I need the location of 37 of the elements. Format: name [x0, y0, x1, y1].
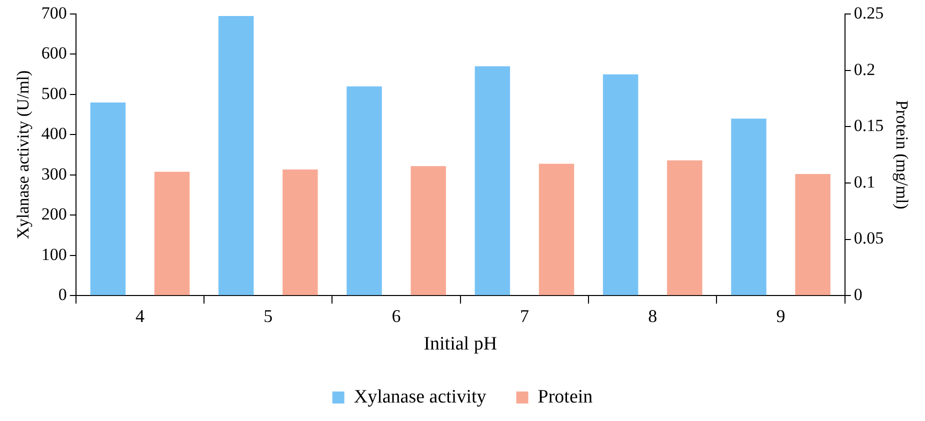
- x-tick-label: 8: [648, 306, 658, 326]
- bar: [667, 160, 702, 296]
- x-tick-label: 5: [264, 306, 273, 326]
- x-axis-title: Initial pH: [424, 334, 498, 355]
- y-tick-label: 0: [58, 285, 67, 304]
- y2-tick-label: 0: [854, 285, 862, 304]
- y-tick-label: 700: [41, 3, 67, 22]
- y2-axis-title: Protein (mg/ml): [892, 100, 912, 210]
- y2-tick-label: 0.05: [854, 228, 884, 248]
- y2-tick-label: 0.25: [854, 3, 884, 22]
- bar: [474, 66, 510, 296]
- bar: [346, 86, 382, 296]
- y-tick-label: 300: [41, 164, 67, 184]
- bar: [154, 172, 190, 296]
- x-tick-label: 6: [392, 306, 401, 326]
- y-tick-label: 400: [41, 124, 67, 144]
- y2-tick-label: 0.2: [854, 60, 876, 79]
- y-axis-title: Xylanase activity (U/ml): [14, 70, 33, 240]
- bar: [602, 74, 638, 296]
- x-tick-label: 4: [135, 306, 144, 326]
- bar: [795, 174, 830, 296]
- bar: [731, 118, 766, 296]
- legend-label: Protein: [538, 386, 594, 408]
- x-tick-label: 9: [776, 306, 786, 326]
- legend-label: Xylanase activity: [354, 386, 487, 408]
- y-tick-label: 200: [41, 204, 67, 224]
- bar: [282, 169, 318, 296]
- y-tick-label: 500: [41, 84, 67, 103]
- y-tick-label: 600: [41, 44, 67, 63]
- y-tick-label: 100: [41, 244, 67, 264]
- y2-tick-label: 0.1: [854, 172, 876, 192]
- bar: [410, 166, 446, 296]
- y2-tick-label: 0.15: [854, 116, 884, 136]
- bar: [90, 102, 126, 296]
- bar: [538, 164, 574, 296]
- bar: [218, 16, 254, 296]
- x-tick-label: 7: [520, 306, 529, 326]
